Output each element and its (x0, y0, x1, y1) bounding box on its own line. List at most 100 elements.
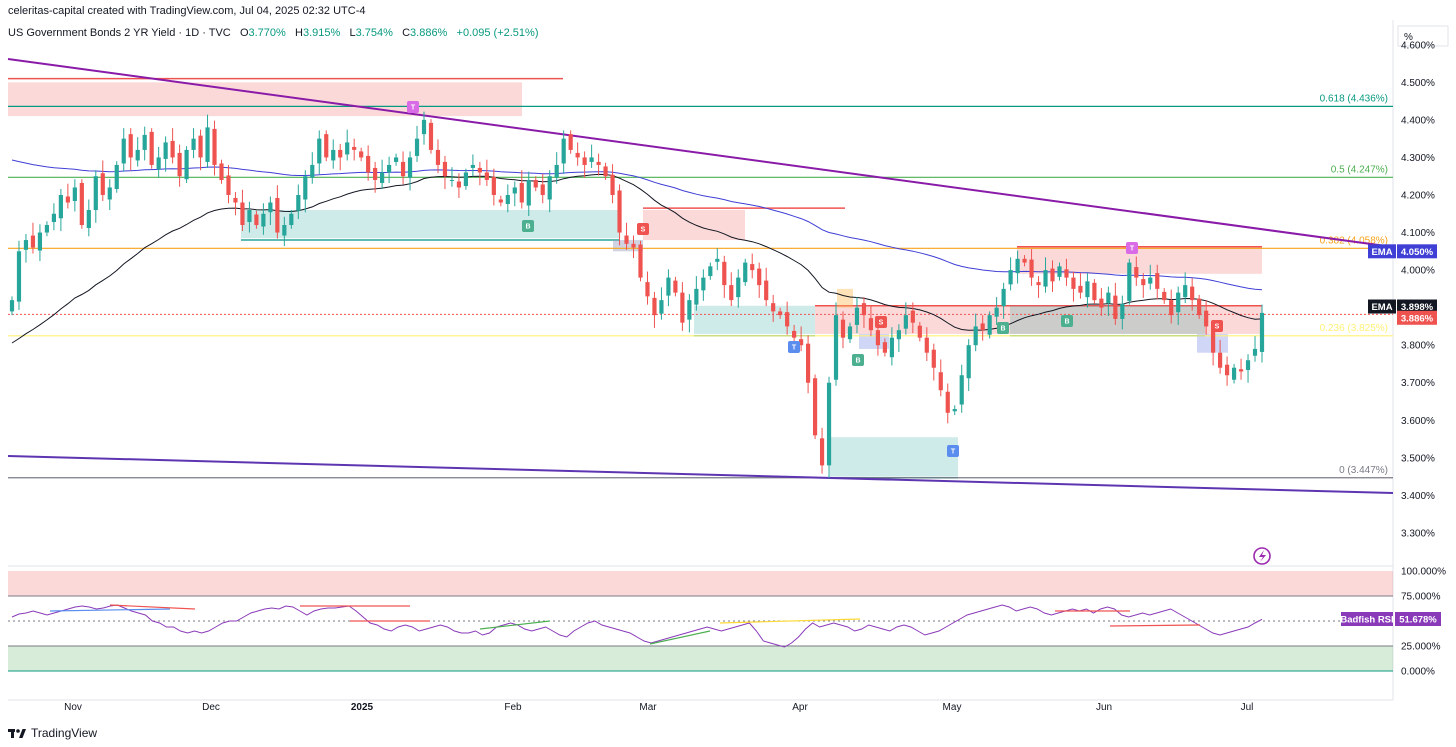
last-price-box (1397, 310, 1437, 325)
candle-body (373, 167, 378, 180)
candle-body (638, 244, 643, 278)
candle-body (931, 349, 936, 368)
candle-body (1197, 298, 1202, 316)
rsi-divergence-line (649, 630, 711, 645)
candle-body (589, 157, 594, 162)
candle-body (805, 343, 811, 383)
ema-fast-line (11, 173, 1263, 344)
candle-body (310, 164, 315, 178)
signal-marker-letter: S (641, 227, 646, 234)
candle-body (624, 235, 629, 244)
signal-marker-letter: B (855, 358, 860, 365)
candle-body (212, 128, 217, 165)
rsi-value: 51.678% (1399, 615, 1437, 626)
candle-body (380, 172, 385, 183)
candle-body (680, 292, 685, 323)
candle-body (959, 375, 964, 405)
candle-body (86, 210, 91, 229)
candle-body (987, 315, 992, 335)
supply-zone (8, 82, 522, 117)
time-axis-label: 2025 (351, 702, 374, 713)
symbol-title[interactable]: US Government Bonds 2 YR Yield · 1D · TV… (8, 27, 231, 39)
candle-body (750, 264, 755, 271)
candle-body (1204, 310, 1209, 327)
fib-level-label: 0.5 (4.247%) (1331, 164, 1388, 175)
candle-body (142, 134, 147, 150)
candle-body (1057, 266, 1062, 277)
demand-zone (830, 437, 958, 477)
candle-body (268, 202, 273, 213)
candle-body (30, 235, 36, 248)
candle-body (764, 280, 769, 301)
candle-body (708, 266, 713, 277)
candle-body (484, 172, 489, 180)
candle-body (1099, 298, 1104, 308)
candle-body (1113, 295, 1118, 319)
rsi-oversold-zone (8, 646, 1393, 671)
candle-body (673, 280, 678, 293)
candle-body (1071, 277, 1076, 289)
candle-body (645, 282, 650, 297)
candle-body (37, 232, 43, 251)
candle-body (799, 339, 804, 346)
price-tick-label: 4.400% (1401, 115, 1435, 126)
candle-body (840, 319, 846, 338)
supply-zone (643, 210, 745, 241)
price-scale-unit-box[interactable] (1397, 25, 1449, 47)
candle-body (58, 194, 63, 219)
candle-body (1252, 348, 1258, 356)
candle-body (1169, 300, 1174, 316)
time-axis[interactable]: Nov Dec 2025 Feb Mar Apr May Jun Jul (64, 702, 1253, 713)
candle-body (205, 127, 210, 162)
candle-body (177, 152, 182, 177)
candle-body (170, 140, 175, 158)
signal-marker-letter: S (879, 320, 884, 327)
candle-body (889, 337, 894, 358)
time-axis-label: Jun (1096, 702, 1112, 713)
candle-body (603, 166, 608, 177)
candle-body (952, 409, 957, 412)
neutral-zone (837, 288, 853, 308)
candle-body (610, 174, 615, 195)
ema-fast-badge-tag (1368, 299, 1396, 314)
candle-body (100, 173, 105, 195)
candle-body (352, 146, 357, 150)
ema-slow-badge-value-box (1397, 244, 1437, 259)
candle-body (1127, 262, 1132, 301)
candle-body (1218, 352, 1223, 368)
candle-body (163, 142, 168, 159)
candle-body (303, 176, 308, 200)
signal-marker (788, 341, 800, 353)
candle-body (966, 345, 971, 379)
candle-body (568, 134, 573, 150)
neutral-zone (859, 333, 889, 349)
lightning-icon[interactable] (1253, 547, 1271, 565)
price-axis[interactable]: 4.600% 4.500% 4.400% 4.300% 4.200% 4.100% 4.00… (1401, 40, 1435, 539)
rsi-divergence-line (1109, 624, 1201, 627)
candle-body (44, 225, 50, 233)
candle-body (847, 326, 853, 340)
candle-body (729, 285, 734, 301)
candle-body (1259, 312, 1265, 352)
signal-marker (852, 354, 864, 366)
candle-body (652, 297, 657, 316)
candle-body (387, 164, 392, 173)
signal-marker-letter: T (411, 105, 416, 112)
candle-body (701, 277, 706, 291)
candle-body (449, 179, 455, 181)
time-axis-label: Mar (639, 702, 657, 713)
candle-body (338, 149, 343, 158)
ema-slow-badge-tag-label: EMA (1371, 247, 1392, 258)
time-axis-label: Dec (202, 702, 220, 713)
candle-body (226, 175, 231, 195)
candle-body (666, 277, 671, 296)
candle-body (819, 438, 825, 466)
candle-body (505, 194, 510, 204)
candle-body (359, 151, 364, 158)
signal-marker (637, 223, 649, 235)
tradingview-brand[interactable]: TradingView (8, 726, 97, 740)
candle-body (854, 307, 860, 325)
candle-body (917, 325, 922, 338)
candle-body (1015, 258, 1020, 274)
